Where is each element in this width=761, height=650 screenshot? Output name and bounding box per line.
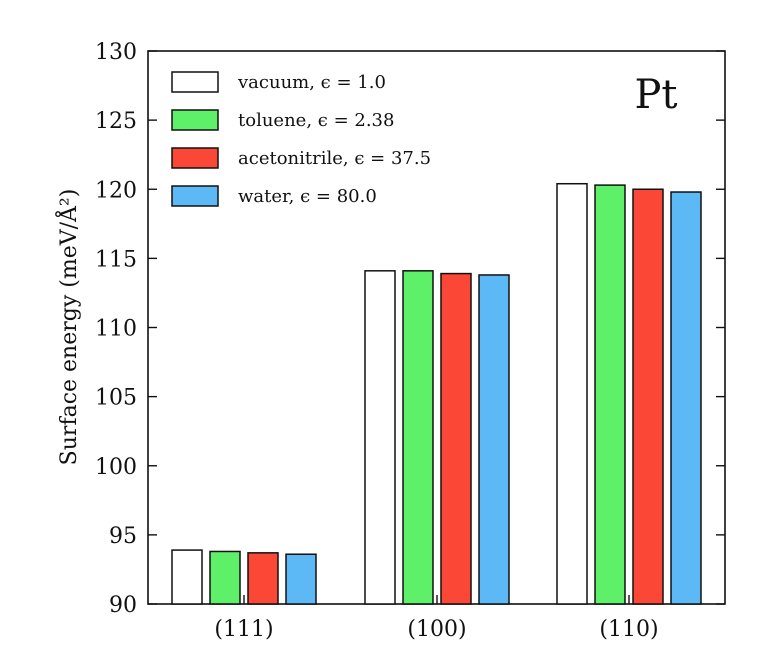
- bar: [478, 274, 510, 605]
- x-tick-label: (111): [214, 617, 273, 642]
- legend-swatch: [171, 147, 219, 169]
- y-tick-label: 90: [109, 593, 137, 618]
- bars: [171, 182, 702, 605]
- legend-label: acetonitrile, ϵ = 37.5: [238, 148, 431, 169]
- y-ticks: [148, 50, 725, 605]
- y-tick-label: 125: [95, 109, 137, 134]
- bar: [171, 549, 203, 605]
- bar: [594, 184, 626, 605]
- legend-label: vacuum, ϵ = 1.0: [237, 72, 386, 93]
- bar: [670, 191, 702, 605]
- bar: [364, 270, 396, 605]
- legend: vacuum, ϵ = 1.0 toluene, ϵ = 2.38 acetonit…: [171, 71, 431, 207]
- bar: [402, 270, 434, 605]
- x-tick-labels: (111) (100) (110): [214, 617, 658, 642]
- y-tick-label: 110: [95, 317, 137, 342]
- bar: [247, 552, 279, 605]
- y-tick-label: 105: [95, 386, 137, 411]
- bar: [440, 272, 472, 605]
- y-tick-label: 115: [95, 247, 137, 272]
- legend-label: water, ϵ = 80.0: [238, 186, 377, 207]
- bar: [632, 188, 664, 605]
- legend-label: toluene, ϵ = 2.38: [238, 110, 394, 131]
- y-tick-label: 100: [95, 455, 137, 480]
- legend-swatch: [171, 71, 219, 93]
- bar: [209, 550, 241, 605]
- x-tick-label: (100): [407, 617, 466, 642]
- y-tick-label: 95: [109, 524, 137, 549]
- bar: [556, 182, 588, 605]
- y-tick-label: 120: [95, 178, 137, 203]
- chart-annotation: Pt: [635, 72, 678, 118]
- y-tick-label: 130: [95, 40, 137, 65]
- x-tick-label: (110): [599, 617, 658, 642]
- legend-swatch: [171, 185, 219, 207]
- legend-swatch: [171, 109, 219, 131]
- y-axis-label: Surface energy (meV/Å²): [54, 189, 82, 466]
- y-tick-labels: 90 95 100 105 110 115 120 125 130: [95, 40, 137, 618]
- bar: [285, 553, 317, 605]
